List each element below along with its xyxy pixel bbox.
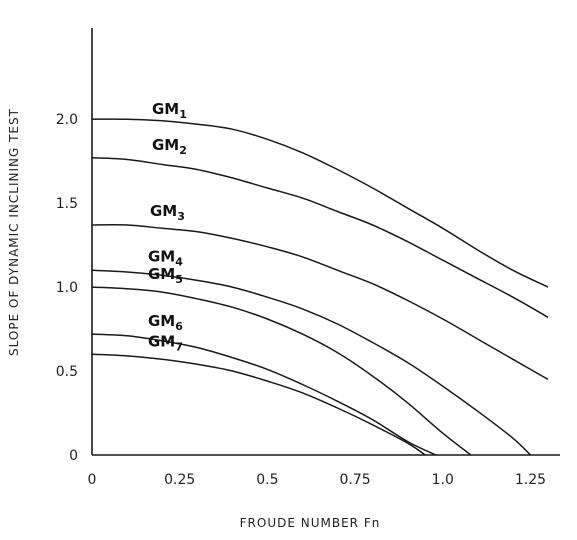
series-label-subscript: 1 (179, 108, 187, 121)
series-label-main: GM (152, 100, 179, 118)
x-tick-label: 0.75 (339, 472, 370, 488)
series-label-subscript: 5 (175, 273, 183, 286)
series-line-gm7 (91, 353, 426, 456)
x-tick-labels: 0 0.25 0.5 0.75 1.0 1.25 (88, 472, 547, 488)
curves (91, 118, 549, 456)
series-line-gm5 (91, 286, 472, 456)
series-label-subscript: 6 (175, 320, 183, 333)
y-tick-labels: 0 0.5 1.0 1.5 2.0 (56, 112, 78, 464)
y-tick-label: 0 (69, 448, 78, 464)
axes (91, 28, 560, 456)
series-label-subscript: 3 (177, 210, 185, 223)
series-label-gm2: GM2 (152, 136, 187, 157)
series-label-subscript: 2 (179, 144, 187, 157)
series-line-gm4 (91, 269, 532, 456)
series-label-gm3: GM3 (150, 202, 185, 223)
series-label-gm6: GM6 (148, 312, 183, 333)
x-tick-label: 1.25 (515, 472, 546, 488)
x-tick-label: 0.5 (256, 472, 278, 488)
series-label-main: GM (152, 136, 179, 154)
series-label-main: GM (148, 332, 175, 350)
y-tick-label: 1.0 (56, 280, 78, 296)
series-line-gm3 (91, 223, 549, 381)
x-tick-label: 1.0 (432, 472, 454, 488)
series-label-subscript: 4 (175, 255, 183, 268)
y-tick-label: 1.5 (56, 196, 78, 212)
series-label-gm4: GM4 (148, 247, 183, 268)
series-label-gm7: GM7 (148, 332, 183, 353)
series-label-main: GM (148, 312, 175, 330)
series-label-main: GM (148, 265, 175, 283)
series-line-gm1 (91, 118, 549, 288)
series-label-gm1: GM1 (152, 100, 187, 121)
y-axis-label: SLOPE OF DYNAMIC INCLINING TEST (7, 108, 21, 356)
series-label-main: GM (150, 202, 177, 220)
x-axis-label: FROUDE NUMBER Fn (240, 516, 381, 530)
x-tick-label: 0.25 (164, 472, 195, 488)
y-tick-label: 0.5 (56, 364, 78, 380)
series-line-gm2 (91, 157, 549, 318)
x-tick-label: 0 (88, 472, 97, 488)
series-label-subscript: 7 (175, 340, 183, 353)
series-line-gm6 (91, 333, 437, 456)
series-label-main: GM (148, 247, 175, 265)
series-label-gm5: GM5 (148, 265, 183, 286)
y-tick-label: 2.0 (56, 112, 78, 128)
